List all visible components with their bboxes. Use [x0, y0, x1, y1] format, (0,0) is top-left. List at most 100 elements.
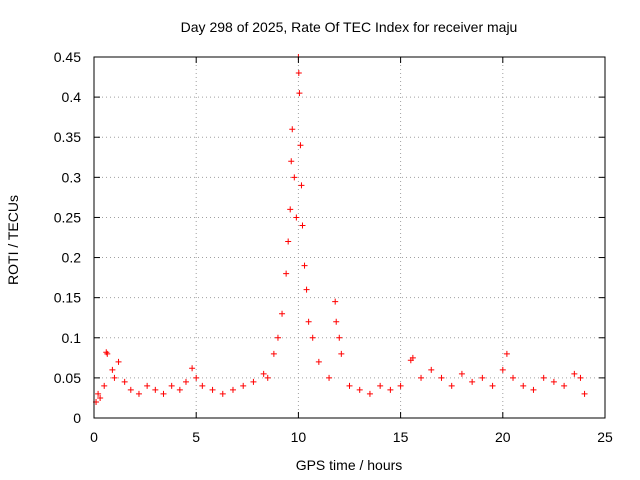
data-point [144, 382, 151, 389]
data-point [288, 158, 295, 165]
data-point [299, 222, 306, 229]
data-point [289, 126, 296, 133]
data-point [530, 386, 537, 393]
data-point [121, 378, 128, 385]
plot-frame [93, 56, 606, 419]
data-point [428, 366, 435, 373]
y-axis-label: ROTI / TECUs [5, 195, 21, 285]
data-point [469, 378, 476, 385]
data-point [346, 382, 353, 389]
data-point [338, 350, 345, 357]
data-point [377, 382, 384, 389]
data-point [95, 390, 102, 397]
data-point [479, 374, 486, 381]
data-point [109, 366, 116, 373]
data-point [115, 358, 122, 365]
data-point [209, 386, 216, 393]
data-point [520, 382, 527, 389]
data-point [127, 386, 134, 393]
data-point [397, 382, 404, 389]
data-point [305, 318, 312, 325]
y-tick-label: 0.25 [54, 209, 81, 225]
data-point [326, 374, 333, 381]
data-point [332, 298, 339, 305]
data-point [182, 378, 189, 385]
data-point [111, 374, 118, 381]
data-point [510, 374, 517, 381]
data-point [296, 90, 303, 97]
data-point [97, 394, 104, 401]
y-tick-label: 0 [73, 410, 81, 426]
data-point [301, 262, 308, 269]
x-tick-label: 0 [90, 429, 98, 445]
data-point [287, 206, 294, 213]
data-point [189, 365, 196, 372]
data-point [499, 366, 506, 373]
data-point [503, 350, 510, 357]
data-point [550, 378, 557, 385]
grid-lines [94, 57, 605, 418]
data-point [199, 382, 206, 389]
y-tick-label: 0.15 [54, 290, 81, 306]
x-tick-label: 15 [393, 429, 409, 445]
data-point [168, 382, 175, 389]
data-point [333, 318, 340, 325]
y-tick-label: 0.45 [54, 49, 81, 65]
data-point [219, 390, 226, 397]
data-point [571, 370, 578, 377]
data-point [250, 378, 257, 385]
data-point [283, 270, 290, 277]
x-tick-label: 5 [192, 429, 200, 445]
x-axis-label: GPS time / hours [296, 457, 403, 473]
x-tick-label: 25 [597, 429, 613, 445]
data-point [336, 334, 343, 341]
data-point [366, 390, 373, 397]
y-tick-label: 0.4 [62, 89, 82, 105]
data-point [264, 374, 271, 381]
axis-ticks: 0 5 10 15 20 25 0 0.05 0.1 0.15 0.2 0.25 0.3 0.35 0.4 0… [54, 49, 613, 445]
chart-title: Day 298 of 2025, Rate Of TEC Index for r… [181, 19, 518, 35]
data-point [152, 386, 159, 393]
data-point [135, 390, 142, 397]
data-point [577, 374, 584, 381]
data-point [387, 386, 394, 393]
data-series [93, 54, 588, 405]
data-point [176, 386, 183, 393]
data-point [293, 214, 300, 221]
data-point [438, 374, 445, 381]
data-point [409, 354, 416, 361]
y-tick-label: 0.3 [62, 169, 82, 185]
data-point [229, 386, 236, 393]
data-point [540, 374, 547, 381]
data-point [285, 238, 292, 245]
data-point [240, 382, 247, 389]
data-point [260, 370, 267, 377]
x-tick-label: 20 [495, 429, 511, 445]
data-point [418, 374, 425, 381]
y-tick-label: 0.2 [62, 250, 82, 266]
data-point [489, 382, 496, 389]
data-point [561, 382, 568, 389]
data-point [303, 286, 310, 293]
data-point [295, 70, 302, 77]
data-point [315, 358, 322, 365]
y-tick-label: 0.1 [62, 330, 82, 346]
data-point [160, 390, 167, 397]
data-point [581, 390, 588, 397]
data-point [104, 350, 111, 357]
data-point [193, 374, 200, 381]
data-point [458, 370, 465, 377]
y-tick-label: 0.05 [54, 370, 81, 386]
data-point [101, 382, 108, 389]
data-point [448, 382, 455, 389]
data-point [309, 334, 316, 341]
y-tick-label: 0.35 [54, 129, 81, 145]
data-point [291, 174, 298, 181]
data-point [298, 182, 305, 189]
data-point [279, 310, 286, 317]
data-point [356, 386, 363, 393]
data-point [297, 142, 304, 149]
x-tick-label: 10 [291, 429, 307, 445]
data-point [270, 350, 277, 357]
